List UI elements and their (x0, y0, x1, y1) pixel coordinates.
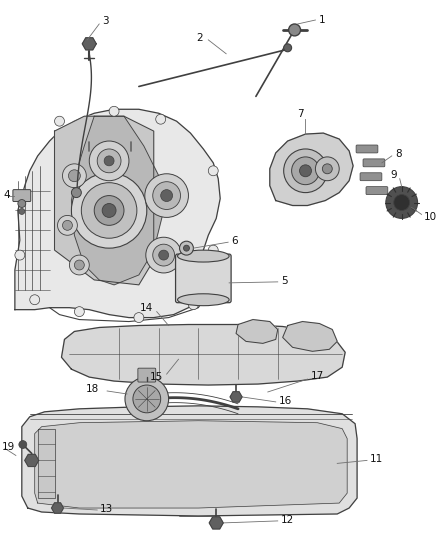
Polygon shape (25, 455, 39, 466)
Circle shape (94, 196, 124, 225)
Circle shape (289, 24, 300, 36)
Circle shape (19, 441, 27, 448)
Polygon shape (55, 116, 154, 285)
Text: 19: 19 (2, 441, 15, 451)
Circle shape (125, 377, 169, 421)
Circle shape (30, 295, 40, 305)
Ellipse shape (177, 250, 229, 262)
Circle shape (74, 260, 84, 270)
FancyBboxPatch shape (13, 190, 31, 201)
Circle shape (70, 255, 89, 275)
Circle shape (153, 244, 175, 266)
Circle shape (146, 237, 181, 273)
Circle shape (156, 114, 166, 124)
Circle shape (208, 245, 218, 255)
Circle shape (68, 170, 80, 182)
Circle shape (63, 220, 72, 230)
Circle shape (89, 141, 129, 181)
Circle shape (134, 313, 144, 322)
Circle shape (284, 44, 292, 52)
Text: 11: 11 (370, 455, 383, 464)
Circle shape (292, 157, 319, 184)
Polygon shape (209, 517, 223, 529)
FancyBboxPatch shape (360, 173, 382, 181)
Circle shape (159, 250, 169, 260)
Text: 12: 12 (281, 515, 294, 525)
Circle shape (19, 208, 25, 214)
Circle shape (71, 188, 81, 198)
Polygon shape (38, 429, 55, 498)
Circle shape (71, 173, 147, 248)
Polygon shape (71, 116, 164, 285)
Circle shape (109, 106, 119, 116)
Circle shape (180, 241, 194, 255)
Polygon shape (61, 325, 345, 385)
Circle shape (55, 116, 64, 126)
Polygon shape (35, 421, 347, 508)
Circle shape (394, 195, 410, 211)
Circle shape (188, 300, 198, 310)
Text: 1: 1 (318, 15, 325, 25)
FancyBboxPatch shape (138, 368, 156, 382)
Circle shape (63, 164, 86, 188)
Circle shape (104, 156, 114, 166)
Text: 7: 7 (297, 109, 304, 119)
Polygon shape (230, 392, 242, 402)
Text: 15: 15 (150, 372, 163, 382)
Polygon shape (15, 109, 220, 318)
Text: 6: 6 (231, 236, 238, 246)
Circle shape (81, 183, 137, 238)
Circle shape (74, 306, 84, 317)
Circle shape (386, 187, 417, 219)
Circle shape (97, 149, 121, 173)
Text: 18: 18 (86, 384, 99, 394)
Circle shape (322, 164, 332, 174)
FancyBboxPatch shape (366, 187, 388, 195)
Circle shape (153, 182, 180, 209)
Text: 4: 4 (3, 190, 10, 199)
Polygon shape (82, 38, 96, 50)
Polygon shape (236, 320, 278, 343)
Text: 14: 14 (140, 303, 153, 313)
Circle shape (102, 204, 116, 217)
Circle shape (284, 149, 327, 192)
Text: 8: 8 (395, 149, 401, 159)
Text: 9: 9 (390, 169, 397, 180)
Text: 13: 13 (100, 504, 113, 514)
FancyBboxPatch shape (363, 159, 385, 167)
Circle shape (18, 199, 26, 207)
Circle shape (161, 190, 173, 201)
Circle shape (300, 165, 311, 177)
Polygon shape (270, 133, 353, 206)
Polygon shape (52, 503, 64, 513)
Ellipse shape (177, 294, 229, 306)
Circle shape (57, 215, 78, 235)
Circle shape (145, 174, 188, 217)
Polygon shape (22, 406, 357, 516)
FancyBboxPatch shape (176, 254, 231, 303)
FancyBboxPatch shape (356, 145, 378, 153)
Text: 3: 3 (102, 16, 109, 26)
Text: 5: 5 (281, 276, 287, 286)
Circle shape (208, 166, 218, 176)
Text: 17: 17 (311, 371, 324, 381)
Circle shape (184, 245, 190, 251)
Polygon shape (283, 321, 337, 351)
Circle shape (15, 250, 25, 260)
Text: 2: 2 (197, 33, 203, 43)
Text: 10: 10 (424, 213, 437, 222)
Circle shape (315, 157, 339, 181)
Text: 16: 16 (279, 396, 292, 406)
Circle shape (133, 385, 161, 413)
